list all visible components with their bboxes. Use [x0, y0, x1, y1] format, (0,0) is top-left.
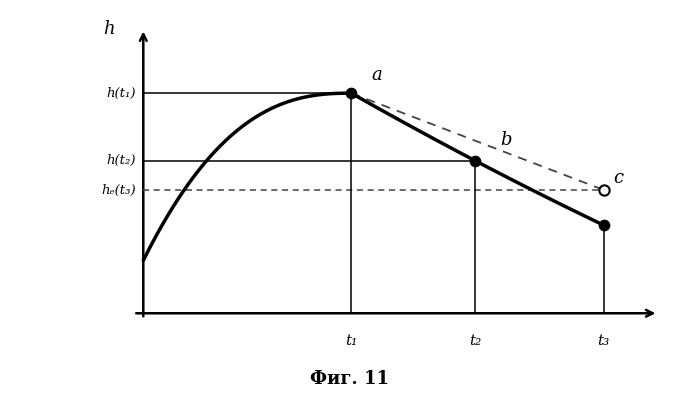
Point	[470, 158, 481, 164]
Text: b: b	[500, 131, 511, 149]
Text: h: h	[103, 20, 115, 38]
Text: h(t₂): h(t₂)	[106, 154, 136, 167]
Text: Фиг. 11: Фиг. 11	[310, 370, 389, 388]
Point	[598, 187, 610, 193]
Text: h(t₁): h(t₁)	[106, 87, 136, 100]
Point	[598, 222, 610, 228]
Point	[345, 90, 356, 96]
Text: c: c	[614, 169, 624, 187]
Text: t₂: t₂	[469, 334, 481, 348]
Text: t₁: t₁	[345, 334, 357, 348]
Text: t₃: t₃	[598, 334, 610, 348]
Text: hₑ(t₃): hₑ(t₃)	[101, 183, 136, 196]
Text: a: a	[371, 67, 382, 84]
